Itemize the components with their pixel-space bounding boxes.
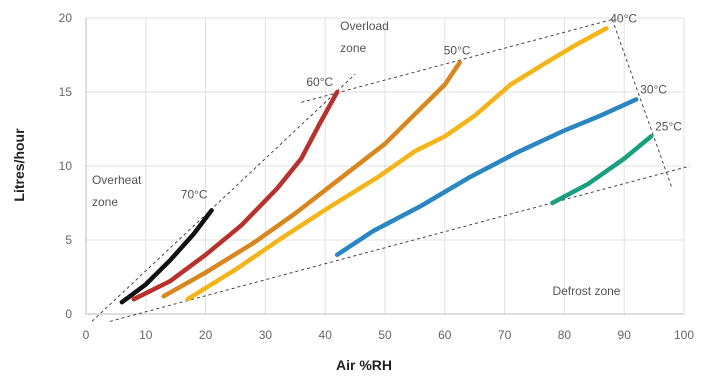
series-line-30C xyxy=(334,97,639,258)
y-tick-label: 10 xyxy=(59,159,73,173)
x-tick-label: 60 xyxy=(438,328,452,342)
y-axis-title: Litres/hour xyxy=(11,128,27,202)
series-label-60C: 60°C xyxy=(306,75,333,89)
series-labels: 70°C 60°C 50°C 40°C 30°C 25°C xyxy=(181,11,682,201)
y-tick-label: 15 xyxy=(59,85,73,99)
zone-boundary-line xyxy=(91,73,356,322)
x-tick-label: 70 xyxy=(498,328,512,342)
series-line-50C xyxy=(161,60,463,299)
x-tick-label: 20 xyxy=(199,328,213,342)
x-tick-label: 40 xyxy=(319,328,333,342)
x-tick-label: 0 xyxy=(83,328,90,342)
series-label-40C: 40°C xyxy=(610,11,637,25)
series-lines xyxy=(119,26,654,305)
grid xyxy=(85,17,685,315)
series-line-70C xyxy=(119,208,214,305)
zone-boundaries xyxy=(91,19,691,322)
series-line-60C xyxy=(131,89,340,302)
overheat-zone-label: Overheat zone xyxy=(92,173,142,209)
zone-boundary-line xyxy=(109,165,691,322)
x-tick-label: 30 xyxy=(259,328,273,342)
y-tick-label: 0 xyxy=(65,307,72,321)
series-label-70C: 70°C xyxy=(181,187,208,201)
series-label-25C: 25°C xyxy=(655,119,682,133)
defrost-zone-label: Defrost zone xyxy=(552,284,620,298)
y-tick-label: 5 xyxy=(65,233,72,247)
tick-labels: 0 10 20 30 40 50 60 70 80 90 100 0 5 10 15 20 xyxy=(59,11,695,342)
series-line-40C xyxy=(185,26,609,302)
series-label-50C: 50°C xyxy=(444,43,471,57)
x-axis-title: Air %RH xyxy=(336,357,392,373)
series-label-30C: 30°C xyxy=(640,82,667,96)
zone-labels: Overheat zone Overload zone Defrost zone xyxy=(92,19,621,298)
series-line-25C xyxy=(550,134,654,206)
x-tick-label: 80 xyxy=(558,328,572,342)
x-tick-label: 90 xyxy=(618,328,632,342)
x-tick-label: 50 xyxy=(378,328,392,342)
x-tick-label: 10 xyxy=(139,328,153,342)
overload-zone-label: Overload zone xyxy=(340,19,389,55)
x-tick-label: 100 xyxy=(674,328,694,342)
y-tick-label: 20 xyxy=(59,11,73,25)
